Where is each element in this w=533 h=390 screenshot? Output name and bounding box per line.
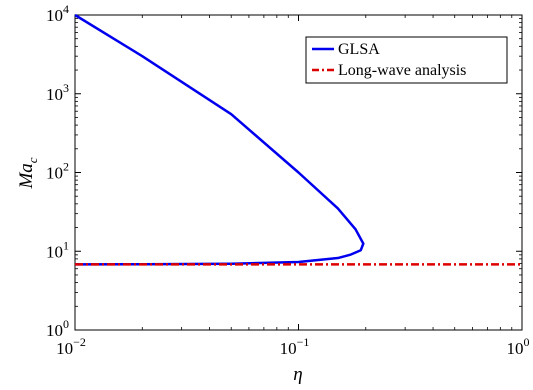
x-tick-label: 100 — [507, 335, 530, 358]
legend-box — [305, 36, 508, 84]
x-tick-label: 10−2 — [56, 335, 86, 358]
y-axis-label-subscript: c — [25, 157, 40, 163]
ticks — [74, 14, 523, 331]
series-lines — [74, 13, 522, 266]
legend-label-long-wave: Long-wave analysis — [338, 62, 466, 79]
x-axis-label: η — [293, 364, 302, 385]
legend: GLSA Long-wave analysis — [305, 36, 508, 84]
y-tick-label: 101 — [46, 238, 69, 261]
y-tick-label: 104 — [46, 2, 69, 25]
x-tick-label: 10−1 — [280, 335, 310, 358]
y-tick-label: 102 — [46, 160, 69, 183]
y-tick-label: 100 — [46, 317, 69, 340]
y-axis-label-main: Ma — [16, 163, 37, 189]
tick-labels: 10−2 10−1 100 100 101 102 103 104 — [46, 2, 530, 358]
legend-label-glsa: GLSA — [338, 41, 380, 58]
y-axis-label: Mac — [16, 157, 40, 189]
y-tick-label: 103 — [46, 81, 69, 104]
